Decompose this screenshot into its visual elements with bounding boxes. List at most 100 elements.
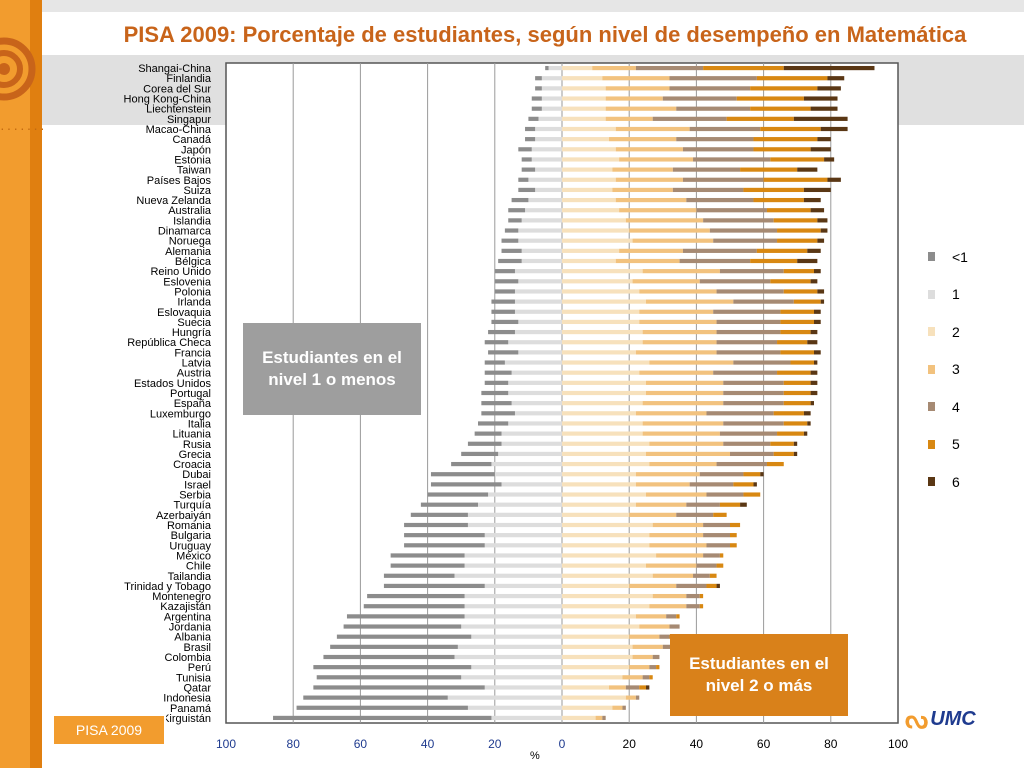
bar-below1 (467, 441, 502, 446)
bar-level1 (498, 451, 562, 457)
x-tick-label: 40 (690, 737, 704, 751)
bar-level5 (706, 583, 717, 589)
bar-level6 (820, 299, 825, 304)
top-band (42, 0, 1024, 12)
bar-level2 (562, 533, 650, 538)
bar-level2 (562, 137, 610, 142)
bar-level1 (514, 329, 562, 335)
bar-level4 (669, 624, 680, 629)
bar-level2 (562, 482, 636, 487)
country-label: Montenegro (152, 591, 211, 603)
country-label: Macao-China (146, 124, 212, 136)
bar-level5 (770, 279, 811, 284)
country-label: Latvia (182, 358, 212, 370)
bar-level6 (716, 583, 720, 589)
country-label: Eslovenia (163, 276, 212, 288)
bar-level3 (639, 309, 714, 314)
bar-level5 (773, 411, 804, 416)
bar-level1 (528, 177, 562, 182)
bar-below1 (518, 177, 529, 182)
bar-below1 (491, 319, 519, 325)
bar-level2 (562, 309, 640, 314)
bar-level5 (780, 319, 814, 325)
bar-level6 (646, 685, 650, 690)
legend-label: 4 (952, 398, 960, 415)
bar-level3 (615, 197, 687, 203)
bar-level5 (780, 329, 811, 335)
bar-level6 (797, 258, 818, 264)
bar-level5 (750, 86, 818, 91)
bar-level5 (760, 126, 821, 132)
bar-level4 (723, 441, 771, 446)
bar-level1 (508, 340, 562, 345)
bar-level2 (562, 665, 630, 670)
bar-level6 (797, 167, 818, 172)
bar-below1 (484, 370, 512, 375)
bar-level3 (649, 533, 704, 538)
bar-level2 (562, 472, 636, 477)
bar-level3 (639, 289, 717, 294)
country-label: Países Bajos (147, 175, 212, 187)
bar-below1 (427, 492, 489, 497)
bar-level2 (562, 106, 606, 111)
bar-below1 (303, 695, 448, 700)
bar-level2 (562, 512, 630, 517)
country-label: Argentina (164, 611, 212, 623)
bar-level4 (602, 715, 606, 721)
bar-below1 (494, 269, 515, 274)
bar-level3 (629, 228, 710, 233)
country-label: Francia (174, 347, 212, 359)
legend-item: 4 (928, 388, 968, 426)
bar-level2 (562, 157, 620, 162)
bar-below1 (525, 126, 536, 132)
bar-level3 (649, 604, 687, 609)
bar-level6 (803, 431, 808, 436)
country-label: Qatar (183, 682, 211, 694)
bar-level3 (629, 512, 677, 517)
bar-level5 (783, 401, 811, 406)
bar-level4 (682, 248, 757, 253)
bar-level3 (595, 715, 603, 721)
bar-level5 (699, 604, 704, 609)
bar-level2 (562, 238, 633, 243)
bar-level4 (706, 543, 730, 548)
bar-below1 (491, 299, 515, 304)
bar-level1 (467, 512, 562, 517)
bar-level3 (629, 665, 650, 670)
x-tick-label: 0 (559, 737, 566, 751)
bar-level5 (753, 197, 804, 203)
bar-level2 (562, 269, 643, 274)
bar-level4 (703, 522, 730, 528)
bar-below1 (367, 593, 465, 599)
bar-level4 (635, 65, 704, 71)
bar-level6 (803, 96, 838, 101)
bar-below1 (296, 705, 468, 710)
bar-level6 (827, 177, 841, 182)
country-label: Bélgica (175, 256, 212, 268)
bar-below1 (494, 279, 519, 284)
bar-level6 (810, 380, 818, 385)
country-label: Singapur (167, 114, 211, 126)
bar-level2 (562, 675, 623, 680)
bar-level6 (807, 340, 818, 345)
bar-level4 (723, 380, 784, 385)
country-label: Australia (168, 205, 212, 217)
bar-level4 (730, 451, 774, 457)
callout-level2-or-more: Estudiantes en el nivel 2 o más (670, 634, 848, 716)
bar-level3 (612, 705, 623, 710)
bar-level5 (793, 299, 821, 304)
bar-level6 (753, 482, 757, 487)
bar-level2 (562, 96, 606, 101)
bar-level1 (521, 258, 562, 264)
country-label: Hong Kong-China (124, 94, 212, 106)
bar-level6 (817, 238, 825, 243)
bar-level3 (635, 614, 667, 619)
bar-level2 (562, 614, 636, 619)
bar-level5 (777, 238, 818, 243)
bar-level3 (635, 472, 700, 477)
bar-below1 (501, 248, 522, 253)
country-label: Kirguistán (162, 713, 211, 725)
country-label: Estonia (174, 154, 212, 166)
x-tick-label: 100 (888, 737, 908, 751)
bar-below1 (501, 238, 519, 243)
